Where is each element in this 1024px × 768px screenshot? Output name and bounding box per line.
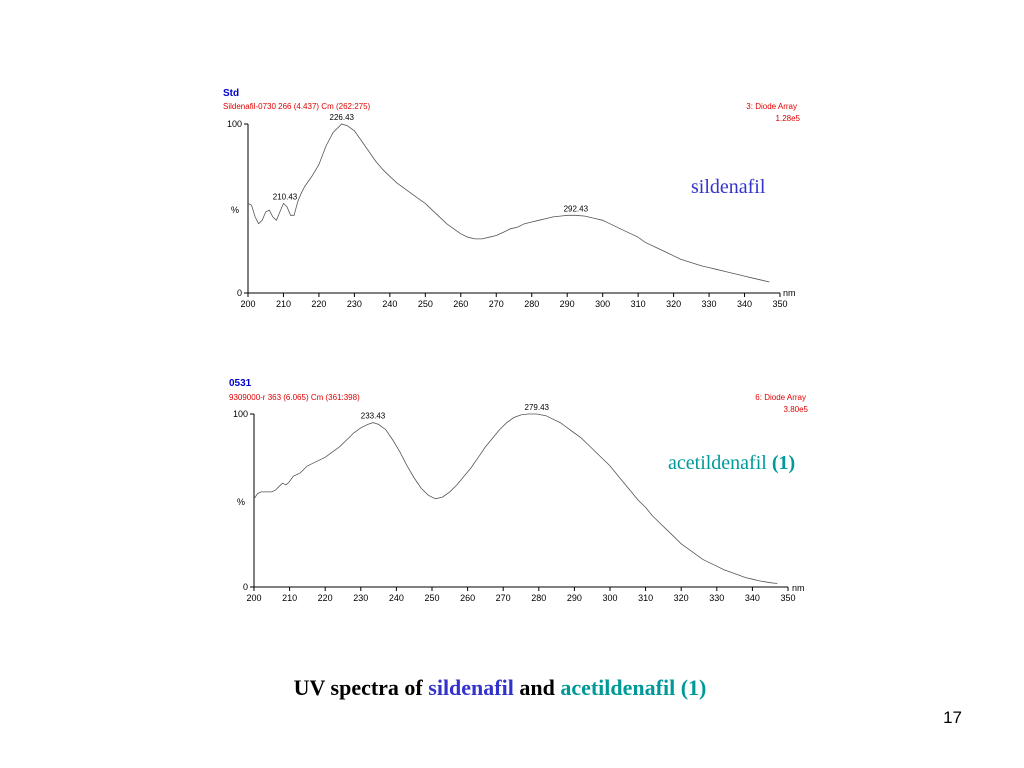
chart1-series-line [247,123,770,283]
chart1-x-tick-label: 270 [489,299,504,309]
sildenafil-spectrum-chart: Std Sildenafil-0730 266 (4.437) Cm (262:… [223,88,801,309]
chart1-y-tick-label: 100 [227,119,242,129]
chart2-y-tick-label: 0 [243,582,248,592]
acetildenafil-spectrum-chart: 0531 9309000-r 363 (6.065) Cm (361:398) … [229,378,809,603]
chart1-x-tick-label: 200 [240,299,255,309]
sildenafil-label: sildenafil [691,176,766,198]
caption-sildenafil: sildenafil [428,675,514,700]
chart1-y-tick-label: 0 [237,288,242,298]
chart1-x-tick-label: 260 [453,299,468,309]
chart2-x-tick-label: 230 [353,593,368,603]
chart2-x-tick-label: 210 [282,593,297,603]
chart1-x-tick-label: 220 [311,299,326,309]
chart1-sample-id: Std [223,88,239,99]
chart2-x-tick-label: 310 [638,593,653,603]
chart1-x-tick-label: 240 [382,299,397,309]
chart1-peak-label: 210.43 [273,192,298,201]
chart2-peak-label: 233.43 [361,412,386,421]
chart1-info: Sildenafil-0730 266 (4.437) Cm (262:275) [223,102,371,111]
acetildenafil-label: acetildenafil (1) [668,452,795,475]
chart1-y-axis-label: % [231,205,239,215]
page-number: 17 [943,708,962,727]
chart2-info: 9309000-r 363 (6.065) Cm (361:398) [229,393,360,402]
chart2-x-tick-label: 300 [602,593,617,603]
chart2-x-tick-label: 270 [496,593,511,603]
chart1-x-tick-label: 210 [276,299,291,309]
chart2-x-tick-label: 260 [460,593,475,603]
caption-prefix: UV spectra of [293,675,429,700]
chart1-x-unit: nm [783,288,796,298]
slide-caption: UV spectra of sildenafil and acetildenaf… [0,675,1000,701]
chart2-y-axis-label: % [237,497,245,507]
chart1-x-tick-label: 330 [702,299,717,309]
chart1-x-tick-label: 300 [595,299,610,309]
chart2-x-tick-label: 320 [674,593,689,603]
chart1-x-tick-label: 340 [737,299,752,309]
caption-acetildenafil: acetildenafil (1) [560,675,707,700]
chart2-x-tick-label: 340 [745,593,760,603]
chart2-x-tick-label: 250 [424,593,439,603]
chart2-x-tick-label: 350 [780,593,795,603]
chart1-x-tick-label: 350 [772,299,787,309]
chart2-peak-label: 279.43 [525,403,550,412]
chart2-x-tick-label: 200 [246,593,261,603]
chart1-x-tick-label: 290 [560,299,575,309]
chart2-x-tick-label: 240 [389,593,404,603]
chart2-x-tick-label: 330 [709,593,724,603]
chart2-y-tick-label: 100 [233,409,248,419]
chart2-intensity: 3.80e5 [784,405,809,414]
chart1-intensity: 1.28e5 [776,114,801,123]
chart1-x-tick-label: 230 [347,299,362,309]
chart1-x-tick-label: 310 [631,299,646,309]
chart2-detector: 6: Diode Array [755,393,806,402]
chart1-peak-label: 226.43 [330,113,355,122]
chart2-x-tick-label: 280 [531,593,546,603]
chart1-x-tick-label: 320 [666,299,681,309]
acetildenafil-label-number: (1) [771,452,796,474]
chart1-detector: 3: Diode Array [746,102,797,111]
chart1-peak-label: 292.43 [564,204,589,213]
chart2-x-tick-label: 220 [318,593,333,603]
chart2-x-unit: nm [792,583,805,593]
caption-middle: and [513,675,561,700]
chart2-series-line [253,413,778,584]
chart1-x-tick-label: 250 [418,299,433,309]
chart2-x-tick-label: 290 [567,593,582,603]
acetildenafil-label-text: acetildenafil [668,452,772,474]
chart2-sample-id: 0531 [229,378,252,389]
chart1-x-tick-label: 280 [524,299,539,309]
